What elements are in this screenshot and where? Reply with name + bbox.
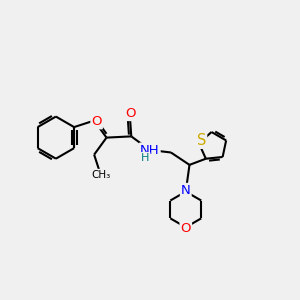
- Text: H: H: [141, 153, 150, 163]
- Text: NH: NH: [140, 143, 160, 157]
- Text: O: O: [181, 222, 191, 235]
- Text: N: N: [181, 184, 190, 197]
- Text: O: O: [92, 115, 102, 128]
- Text: S: S: [197, 133, 206, 148]
- Text: O: O: [125, 107, 135, 120]
- Text: CH₃: CH₃: [91, 170, 110, 180]
